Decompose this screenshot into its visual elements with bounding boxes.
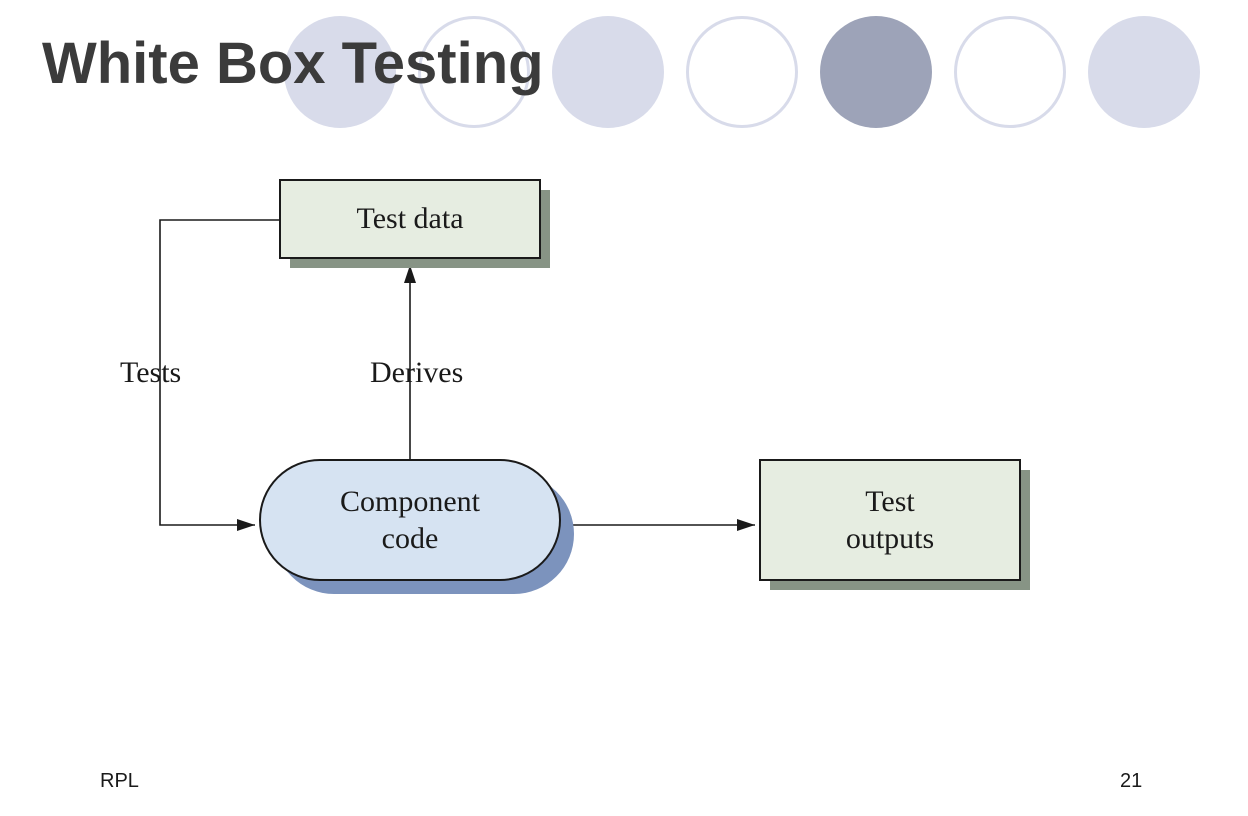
decor-circle-5 — [954, 16, 1066, 128]
node-component_code: Component code — [260, 460, 560, 580]
footer-left: RPL — [100, 770, 139, 793]
node-test_outputs: Test outputs — [760, 460, 1020, 580]
edge-label-0: Tests — [120, 356, 181, 390]
decor-circle-6 — [1088, 16, 1200, 128]
slide-title: White Box Testing — [42, 30, 544, 97]
decor-circle-4 — [820, 16, 932, 128]
edge-label-1: Derives — [370, 356, 463, 390]
decor-circle-3 — [686, 16, 798, 128]
footer-right: 21 — [1120, 770, 1142, 793]
decor-circle-2 — [552, 16, 664, 128]
node-test_data: Test data — [280, 180, 540, 258]
